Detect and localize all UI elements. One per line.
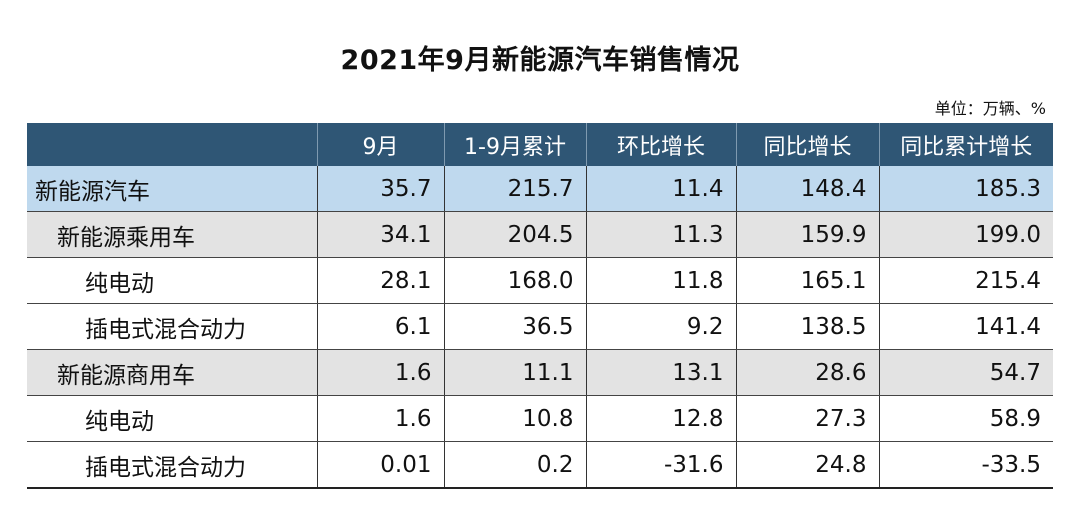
table-row: 新能源汽车 35.7 215.7 11.4 148.4 185.3 (27, 166, 1053, 212)
column-header: 同比累计增长 (879, 123, 1053, 166)
table-row: 插电式混合动力 6.1 36.5 9.2 138.5 141.4 (27, 303, 1053, 350)
cell-value: 11.3 (586, 211, 737, 258)
cell-value: 159.9 (736, 211, 880, 258)
row-name: 插电式混合动力 (27, 303, 318, 350)
cell-value: 1.6 (317, 349, 445, 396)
cell-value: 141.4 (879, 303, 1053, 350)
cell-value: 1.6 (317, 395, 445, 442)
cell-value: 34.1 (317, 211, 445, 258)
cell-value: 24.8 (736, 441, 880, 489)
column-header: 同比增长 (736, 123, 880, 166)
row-name: 纯电动 (27, 395, 318, 442)
row-name: 插电式混合动力 (27, 441, 318, 489)
table-row: 纯电动 1.6 10.8 12.8 27.3 58.9 (27, 395, 1053, 442)
cell-value: 11.8 (586, 257, 737, 304)
cell-value: 11.1 (444, 349, 587, 396)
cell-value: 13.1 (586, 349, 737, 396)
cell-value: 6.1 (317, 303, 445, 350)
row-name: 新能源乘用车 (27, 211, 318, 258)
table-row: 新能源乘用车 34.1 204.5 11.3 159.9 199.0 (27, 211, 1053, 258)
table-row: 插电式混合动力 0.01 0.2 -31.6 24.8 -33.5 (27, 441, 1053, 489)
cell-value: 54.7 (879, 349, 1053, 396)
column-header: 1-9月累计 (444, 123, 587, 166)
cell-value: 36.5 (444, 303, 587, 350)
cell-value: 27.3 (736, 395, 880, 442)
page-title: 2021年9月新能源汽车销售情况 (340, 45, 740, 76)
column-header: 9月 (317, 123, 445, 166)
sales-table: 9月 1-9月累计 环比增长 同比增长 同比累计增长 新能源汽车 35.7 21… (27, 123, 1053, 489)
cell-value: 11.4 (586, 166, 737, 212)
cell-value: 215.7 (444, 166, 587, 212)
cell-value: 12.8 (586, 395, 737, 442)
cell-value: 148.4 (736, 166, 880, 212)
cell-value: 215.4 (879, 257, 1053, 304)
cell-value: 185.3 (879, 166, 1053, 212)
column-header (27, 123, 318, 166)
table-row: 纯电动 28.1 168.0 11.8 165.1 215.4 (27, 257, 1053, 304)
cell-value: 58.9 (879, 395, 1053, 442)
cell-value: 138.5 (736, 303, 880, 350)
cell-value: -33.5 (879, 441, 1053, 489)
cell-value: 168.0 (444, 257, 587, 304)
unit-label: 单位：万辆、% (934, 99, 1046, 118)
cell-value: -31.6 (586, 441, 737, 489)
cell-value: 0.01 (317, 441, 445, 489)
cell-value: 199.0 (879, 211, 1053, 258)
column-header: 环比增长 (586, 123, 737, 166)
cell-value: 9.2 (586, 303, 737, 350)
row-name: 新能源商用车 (27, 349, 318, 396)
cell-value: 28.6 (736, 349, 880, 396)
table-row: 新能源商用车 1.6 11.1 13.1 28.6 54.7 (27, 349, 1053, 396)
cell-value: 10.8 (444, 395, 587, 442)
table-header-row: 9月 1-9月累计 环比增长 同比增长 同比累计增长 (27, 123, 1053, 166)
cell-value: 165.1 (736, 257, 880, 304)
cell-value: 35.7 (317, 166, 445, 212)
row-name: 新能源汽车 (27, 166, 318, 212)
row-name: 纯电动 (27, 257, 318, 304)
cell-value: 28.1 (317, 257, 445, 304)
cell-value: 0.2 (444, 441, 587, 489)
cell-value: 204.5 (444, 211, 587, 258)
